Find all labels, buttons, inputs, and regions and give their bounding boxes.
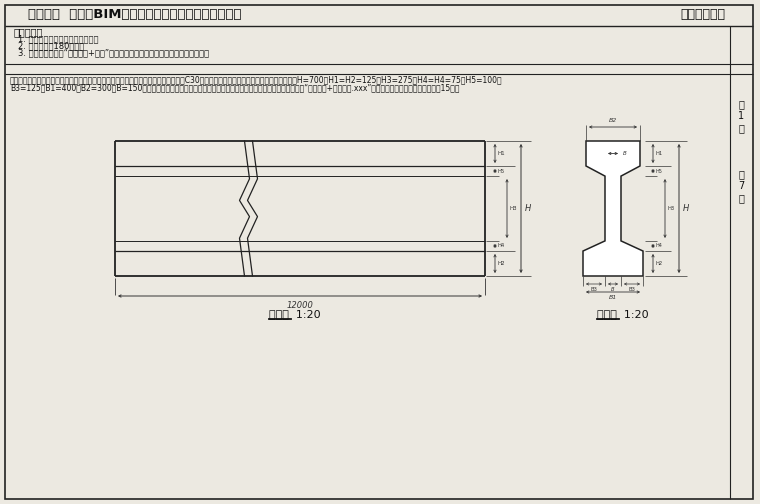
Text: 页: 页 [738, 193, 744, 203]
Text: B2: B2 [609, 118, 617, 123]
Polygon shape [583, 141, 643, 276]
Text: H4: H4 [656, 243, 663, 248]
Text: 考试要求：: 考试要求： [14, 27, 43, 37]
Text: H: H [525, 204, 531, 213]
Text: 3. 新建文件夹，以“准考证号+姓名”命名，用于存放本次考试中生成的全部文件。: 3. 新建文件夹，以“准考证号+姓名”命名，用于存放本次考试中生成的全部文件。 [18, 48, 209, 57]
Text: 12000: 12000 [287, 301, 313, 310]
Text: H3: H3 [510, 206, 518, 211]
Text: 共: 共 [738, 169, 744, 179]
Text: 正视图  1:20: 正视图 1:20 [269, 309, 321, 319]
Text: 7: 7 [738, 181, 744, 191]
Text: 页: 页 [738, 123, 744, 133]
Text: 2. 考试时间：180分钟；: 2. 考试时间：180分钟； [18, 41, 84, 50]
Text: B3=125，B1=400，B2=300，B=150，同时应对各参数进行约束，确保细部参数总和等于总体尺寸参数，请将模型以“混凝土棁+考生姓名.xxx”为文件名: B3=125，B1=400，B2=300，B=150，同时应对各参数进行约束，确… [10, 84, 460, 93]
Text: H1: H1 [498, 151, 505, 156]
Text: B3: B3 [629, 287, 635, 292]
Text: H2: H2 [656, 261, 663, 266]
Text: 1. 考试方式：计算机操作，闭卷；: 1. 考试方式：计算机操作，闭卷； [18, 34, 99, 43]
Text: B3: B3 [591, 287, 597, 292]
Text: H2: H2 [498, 261, 505, 266]
Text: H: H [683, 204, 689, 213]
Text: 第十二期  「全国BIM技能等级考试」二级（结构）试题: 第十二期 「全国BIM技能等级考试」二级（结构）试题 [28, 8, 242, 21]
Text: 中国图学学会: 中国图学学会 [680, 8, 725, 21]
Text: H1: H1 [656, 151, 663, 156]
Text: H5: H5 [498, 168, 505, 173]
Text: 第: 第 [738, 99, 744, 109]
Text: H5: H5 [656, 168, 663, 173]
Text: B: B [611, 287, 615, 292]
Text: H3: H3 [668, 206, 675, 211]
Text: B: B [623, 151, 627, 156]
Text: H4: H4 [498, 243, 505, 248]
Text: 1: 1 [738, 111, 744, 121]
Text: 一、根据如下混凝土棁正视图与侧视图，建立混凝土棁构件参数化模板，混凝土强度等C30，并如图设置相应参数名称，各参数默认值为：H=700，H1=H2=125，H3: 一、根据如下混凝土棁正视图与侧视图，建立混凝土棁构件参数化模板，混凝土强度等C3… [10, 76, 502, 85]
Text: B1: B1 [609, 295, 617, 300]
Text: 侧视图  1:20: 侧视图 1:20 [597, 309, 649, 319]
